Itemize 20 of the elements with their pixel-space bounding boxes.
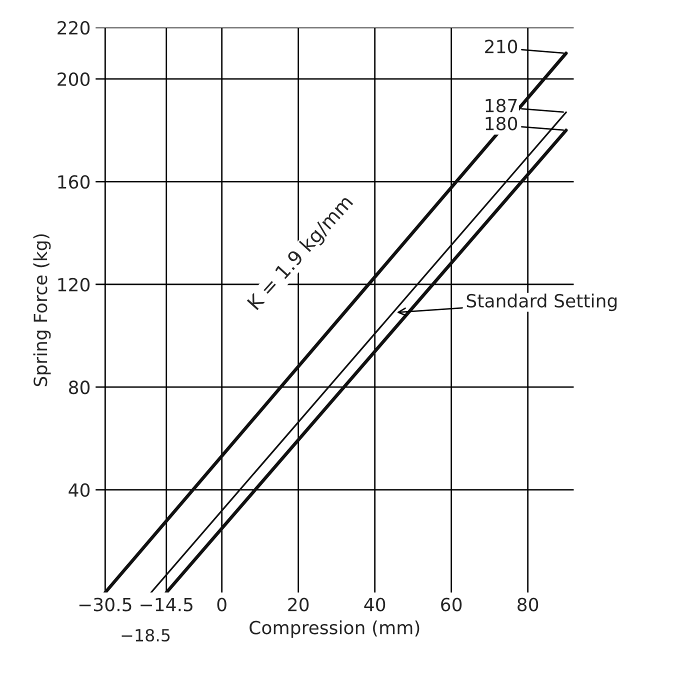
annotation: 180 [486,116,518,130]
x-tick-label: 40 [364,598,386,612]
x-axis-title: Compression (mm) [250,620,420,638]
x-tick-label: 60 [441,598,462,612]
y-axis-title: Spring Force (kg) [33,234,51,386]
x-tick-label: −14.5 [140,598,192,612]
x-tick-label: −30.5 [79,598,132,612]
y-tick-label: 80 [69,380,90,394]
y-tick-label: 220 [58,21,90,35]
y-tick-label: 120 [58,278,90,292]
x-tick-label: 80 [518,598,538,612]
annotation: 210 [485,40,518,54]
annotation: 187 [486,98,517,112]
x-tick-label: 0 [217,598,226,612]
annotation: −18.5 [122,628,170,642]
y-tick-label: 160 [58,175,90,189]
annotation: Standard Setting [466,294,617,312]
y-tick-label: 200 [58,72,90,86]
y-tick-label: 40 [68,483,90,497]
x-tick-label: 20 [288,598,309,612]
